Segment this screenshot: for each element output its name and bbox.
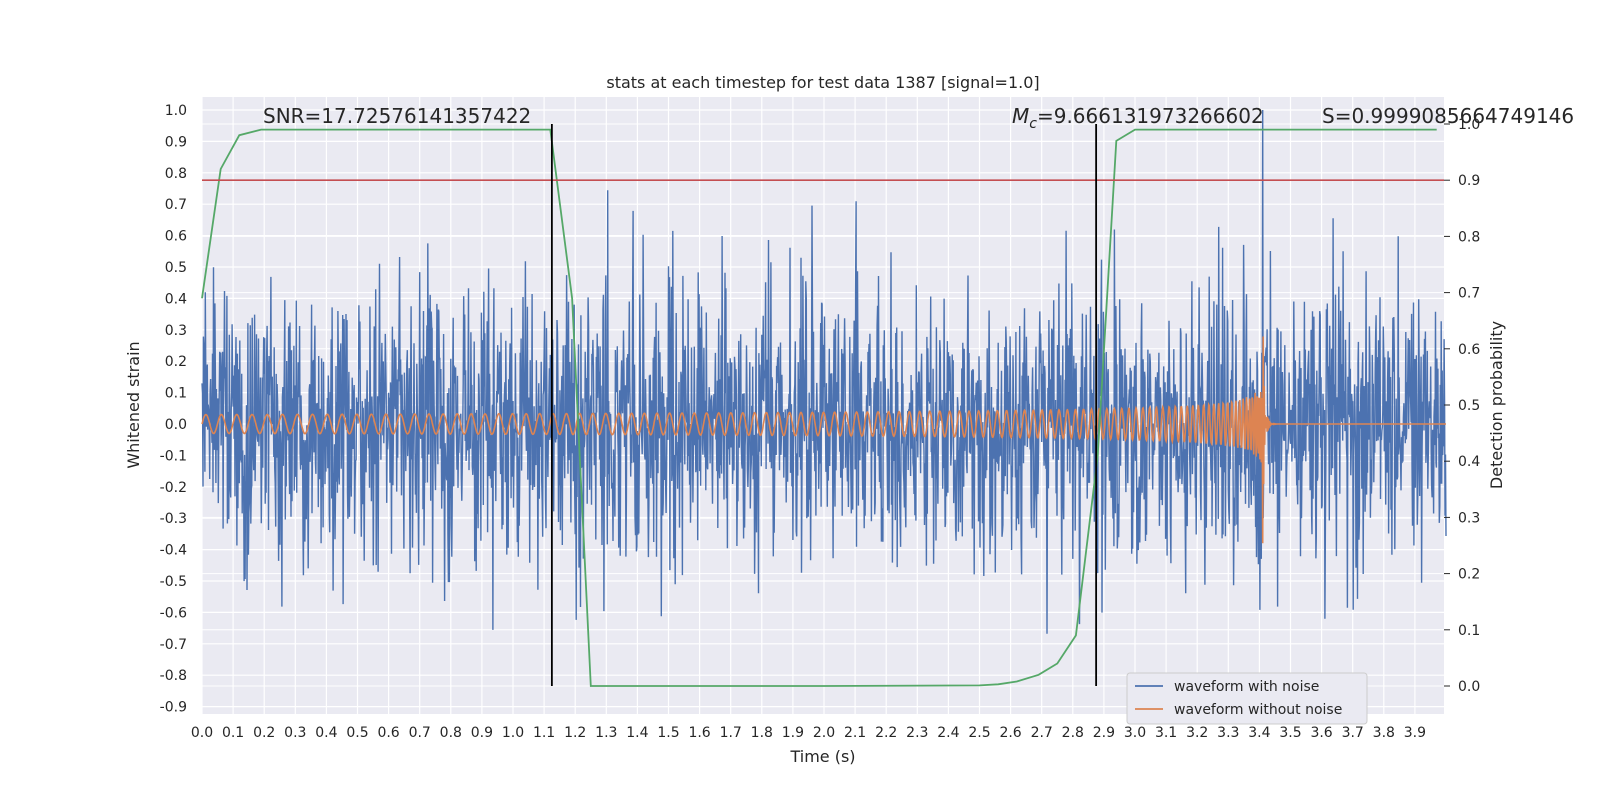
- y2-tick-label: 1.0: [1458, 117, 1480, 133]
- x-tick-label: 1.9: [782, 725, 804, 741]
- y-tick-label: -0.3: [160, 511, 187, 527]
- y-tick-label: 0.9: [165, 134, 187, 150]
- legend-box: [1126, 672, 1368, 725]
- y2-tick-label: 0.8: [1458, 229, 1480, 245]
- x-tick-label: 0.6: [377, 725, 399, 741]
- x-tick-label: 2.5: [968, 725, 990, 741]
- x-tick-label: 2.3: [906, 725, 928, 741]
- x-tick-label: 2.7: [1031, 725, 1053, 741]
- y-tick-label: 0.3: [165, 323, 187, 339]
- x-tick-label: 3.4: [1248, 725, 1270, 741]
- clean-waveform-path: [201, 336, 1446, 544]
- y-tick-label: 0.4: [165, 291, 187, 307]
- x-tick-label: 0.9: [471, 725, 493, 741]
- x-tick-label: 0.5: [346, 725, 368, 741]
- x-tick-label: 2.1: [844, 725, 866, 741]
- x-tick-label: 1.1: [533, 725, 555, 741]
- y2-axis-label: Detection probability: [1487, 321, 1506, 489]
- x-tick-label: 1.0: [502, 725, 524, 741]
- y-tick-label: -0.9: [160, 700, 187, 716]
- legend: waveform with noise waveform without noi…: [1126, 672, 1368, 725]
- y2-tick-labels: 1.0 0.9 0.8 0.7 0.6 0.5 0.4 0.3 0.2 0.1 0.0: [1444, 117, 1480, 695]
- x-tick-label: 3.6: [1310, 725, 1332, 741]
- s-annotation: S=0.9999085664749146: [1322, 104, 1574, 128]
- x-tick-label: 2.2: [875, 725, 897, 741]
- vertical-markers: [550, 124, 1098, 686]
- x-tick-label: 3.7: [1342, 725, 1364, 741]
- y-tick-label: 1.0: [165, 103, 187, 119]
- x-tick-label: 3.3: [1217, 725, 1239, 741]
- x-tick-label: 3.1: [1155, 725, 1177, 741]
- x-tick-label: 2.8: [1062, 725, 1084, 741]
- y2-tick-label: 0.3: [1458, 510, 1480, 526]
- x-tick-label: 0.1: [222, 725, 244, 741]
- x-tick-label: 1.5: [657, 725, 679, 741]
- x-tick-label: 3.8: [1373, 725, 1395, 741]
- y-tick-label: 0.7: [165, 197, 187, 213]
- x-tick-label: 0.2: [253, 725, 275, 741]
- x-tick-label: 1.2: [564, 725, 586, 741]
- x-tick-label: 2.9: [1093, 725, 1115, 741]
- x-tick-label: 1.7: [720, 725, 742, 741]
- y-tick-labels: 1.0 0.9 0.8 0.7 0.6 0.5 0.4 0.3 0.2 0.1 0.0 -0.1 -0.…: [160, 103, 187, 716]
- y-tick-label: -0.7: [160, 637, 187, 653]
- y-tick-label: 0.0: [165, 417, 187, 433]
- y2-tick-label: 0.7: [1458, 286, 1480, 302]
- chirp-mass-symbol: M: [1012, 104, 1029, 128]
- y2-tick-label: 0.9: [1458, 173, 1480, 189]
- chirp-mass-annotation: Mc=9.666131973266602: [1012, 104, 1264, 132]
- y-axis-label: Whitened strain: [124, 341, 143, 468]
- y-tick-label: 0.8: [165, 166, 187, 182]
- y-tick-label: -0.2: [160, 480, 187, 496]
- x-tick-label: 0.3: [284, 725, 306, 741]
- y-tick-label: -0.5: [160, 574, 187, 590]
- y2-tick-label: 0.4: [1458, 454, 1480, 470]
- y2-tick-label: 0.2: [1458, 567, 1480, 583]
- y-tick-label: -0.6: [160, 605, 187, 621]
- chart-title: stats at each timestep for test data 138…: [606, 73, 1039, 92]
- x-tick-label: 3.9: [1404, 725, 1426, 741]
- y-tick-label: -0.8: [160, 668, 187, 684]
- chirp-mass-value: =9.666131973266602: [1037, 104, 1264, 128]
- x-tick-label: 2.0: [813, 725, 835, 741]
- x-tick-label: 1.6: [688, 725, 710, 741]
- y2-tick-label: 0.0: [1458, 679, 1480, 695]
- y-tick-label: 0.5: [165, 260, 187, 276]
- snr-annotation: SNR=17.72576141357422: [263, 104, 531, 128]
- x-tick-label: 0.0: [191, 725, 213, 741]
- x-tick-label: 1.4: [626, 725, 648, 741]
- y-tick-label: -0.1: [160, 448, 187, 464]
- x-tick-labels: 0.0 0.1 0.2 0.3 0.4 0.5 0.6 0.7 0.8 0.9 1.0 1.1 1.2 1…: [191, 725, 1426, 741]
- y2-tick-label: 0.6: [1458, 342, 1480, 358]
- clean-waveform-line: [201, 336, 1446, 544]
- x-tick-label: 3.5: [1279, 725, 1301, 741]
- x-tick-label: 2.4: [937, 725, 959, 741]
- probability-path: [201, 128, 1437, 687]
- x-tick-label: 0.7: [409, 725, 431, 741]
- x-tick-label: 1.8: [751, 725, 773, 741]
- y2-tick-label: 0.5: [1458, 398, 1480, 414]
- y-tick-label: 0.1: [165, 386, 187, 402]
- x-tick-label: 1.3: [595, 725, 617, 741]
- y-tick-label: -0.4: [160, 543, 187, 559]
- x-tick-label: 2.6: [999, 725, 1021, 741]
- legend-label-noisy: waveform with noise: [1174, 679, 1319, 695]
- x-axis-label: Time (s): [789, 747, 855, 766]
- y-tick-label: 0.6: [165, 229, 187, 245]
- x-tick-label: 0.8: [440, 725, 462, 741]
- x-tick-label: 3.0: [1124, 725, 1146, 741]
- detection-probability-line: [201, 128, 1437, 687]
- y-tick-label: 0.2: [165, 354, 187, 370]
- x-tick-label: 3.2: [1186, 725, 1208, 741]
- legend-label-clean: waveform without noise: [1174, 702, 1342, 718]
- x-tick-label: 0.4: [315, 725, 337, 741]
- chirp-mass-subscript: c: [1029, 116, 1037, 132]
- y2-tick-label: 0.1: [1458, 623, 1480, 639]
